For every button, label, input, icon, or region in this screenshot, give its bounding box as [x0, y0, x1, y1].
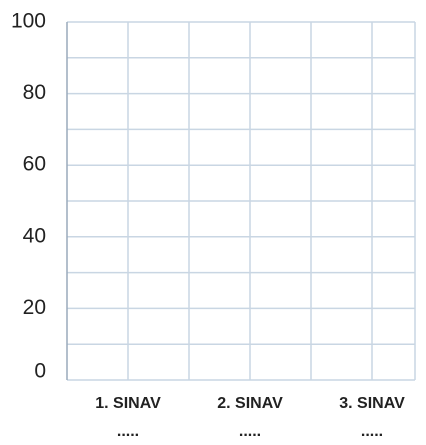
- y-tick-label: 60: [23, 153, 46, 176]
- y-tick-label: 80: [23, 81, 46, 104]
- y-tick-label: 40: [23, 224, 46, 247]
- x-tick-label: 3. SINAV: [339, 395, 405, 412]
- answer-blank: .....: [117, 423, 139, 440]
- y-tick-label: 20: [23, 296, 46, 319]
- y-tick-label: 100: [11, 10, 46, 33]
- x-tick-label: 1. SINAV: [95, 395, 161, 412]
- x-tick-label: 2. SINAV: [217, 395, 283, 412]
- answer-blank: .....: [239, 423, 261, 440]
- y-tick-label: 0: [34, 360, 46, 383]
- answer-blank: .....: [361, 423, 383, 440]
